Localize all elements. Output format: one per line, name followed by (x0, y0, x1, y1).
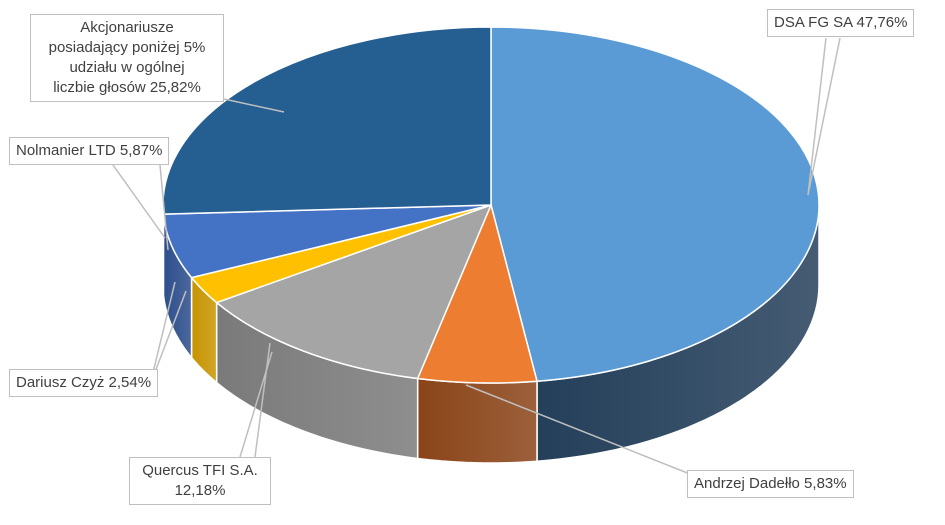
leader-line-1 (465, 384, 701, 479)
label-quercus: Quercus TFI S.A. 12,18% (129, 457, 271, 505)
label-czyz: Dariusz Czyż 2,54% (9, 369, 159, 397)
label-dsa: DSA FG SA 47,76% (767, 9, 915, 37)
leader-line-4 (112, 164, 166, 239)
label-nolmanier: Nolmanier LTD 5,87% (9, 137, 170, 165)
pie-side-1 (416, 377, 538, 464)
label-akcjonariusze: Akcjonariusze posiadający poniżej 5% udz… (30, 14, 224, 102)
pie-tops (162, 26, 820, 384)
leader-line-3b (149, 281, 176, 386)
pie-slice-4 (162, 204, 492, 279)
leader-line-2b (254, 342, 271, 458)
leader-line-0b (807, 37, 827, 196)
pie-slice-5 (162, 26, 492, 215)
pie-slice-2 (215, 203, 493, 380)
pie-slice-0 (490, 26, 820, 383)
leader-line-4b (159, 164, 169, 251)
leader-line-0 (807, 37, 841, 196)
leader-line-5 (223, 98, 285, 113)
label-dadello: Andrzej Dadełło 5,83% (687, 470, 854, 498)
